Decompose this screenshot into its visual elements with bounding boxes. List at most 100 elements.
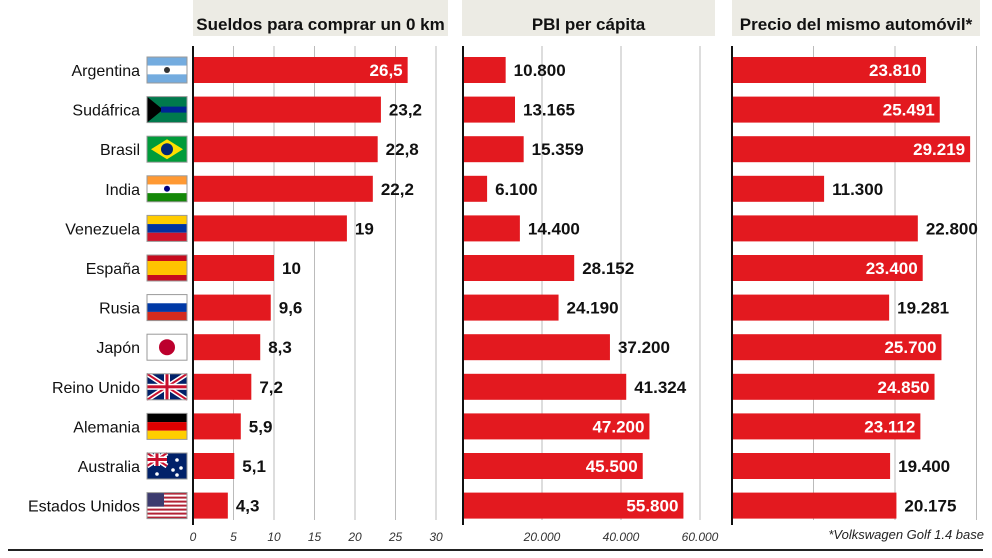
- bar: [733, 413, 921, 440]
- value-label: 22,8: [386, 140, 419, 159]
- bar: [194, 175, 373, 202]
- flag-star: [155, 472, 159, 476]
- value-label: 13.165: [523, 101, 575, 120]
- value-label: 5,1: [242, 457, 266, 476]
- value-label: 19.400: [898, 457, 950, 476]
- flag-stripe: [147, 510, 187, 513]
- value-label: 24.850: [878, 378, 930, 397]
- bar: [733, 373, 935, 400]
- value-label: 10.800: [514, 61, 566, 80]
- header-pbi: PBI per cápita: [462, 0, 715, 36]
- bar: [464, 492, 684, 519]
- value-label: 4,3: [236, 497, 260, 516]
- value-label: 14.400: [528, 219, 580, 238]
- country-label: Argentina: [72, 63, 141, 80]
- value-label: 7,2: [259, 378, 283, 397]
- flag-border: [146, 452, 188, 480]
- value-label: 11.300: [832, 180, 883, 199]
- bar: [733, 255, 923, 281]
- flag-stripe: [147, 193, 187, 202]
- flag-sun: [164, 67, 170, 73]
- tick-label: 25: [388, 530, 403, 544]
- flag-star: [179, 466, 183, 470]
- bar: [733, 492, 897, 519]
- bar: [733, 57, 927, 83]
- bar: [194, 453, 235, 479]
- value-label: 45.500: [586, 457, 638, 476]
- value-label: 19.281: [897, 299, 949, 318]
- country-label: Japón: [96, 340, 140, 357]
- flag-cross: [147, 385, 187, 389]
- bar: [464, 96, 516, 123]
- tick-label: 60.000: [682, 530, 719, 544]
- flag-chakra: [164, 185, 170, 192]
- value-label: 10: [282, 259, 301, 278]
- flag-stripe: [161, 106, 187, 113]
- flag-stripe: [147, 215, 187, 225]
- flag-star: [175, 458, 179, 462]
- header-sueldos: Sueldos para comprar un 0 km: [193, 0, 448, 36]
- value-label: 22,2: [381, 180, 414, 199]
- flag-stripe: [147, 498, 187, 501]
- bar: [464, 413, 650, 440]
- flag-canton: [147, 492, 164, 507]
- bottom-rule: [8, 549, 983, 551]
- flag-border: [146, 412, 188, 440]
- header-precio: Precio del mismo automóvil*: [732, 0, 980, 36]
- value-label: 25.700: [884, 338, 936, 357]
- country-label: Alemania: [73, 419, 140, 436]
- flag-star: [171, 468, 175, 472]
- bar: [194, 334, 261, 361]
- flag-globe: [161, 143, 173, 156]
- value-label: 23.400: [866, 259, 918, 278]
- flag-stripe: [147, 294, 187, 304]
- bar: [194, 413, 241, 440]
- flag-border: [146, 56, 188, 84]
- flag-border: [146, 373, 188, 401]
- flag-border: [146, 175, 188, 203]
- tick-label: 40.000: [603, 530, 640, 544]
- flag-stripe: [147, 224, 187, 233]
- bar: [464, 373, 627, 400]
- value-label: 15.359: [532, 140, 584, 159]
- tick-label: 10: [267, 530, 281, 544]
- bar: [194, 215, 347, 242]
- country-label: Venezuela: [65, 221, 140, 238]
- value-label: 20.175: [904, 497, 956, 516]
- bar: [194, 492, 228, 519]
- value-label: 19: [355, 219, 374, 238]
- country-label: Sudáfrica: [72, 103, 140, 120]
- value-label: 8,3: [268, 338, 292, 357]
- flag-border: [146, 492, 188, 520]
- flag-sun: [159, 339, 175, 356]
- bar: [733, 294, 890, 321]
- bar: [464, 453, 643, 479]
- value-label: 6.100: [495, 180, 538, 199]
- flag-star: [175, 473, 179, 477]
- flag-border: [146, 96, 188, 124]
- flag-stripe: [147, 74, 187, 83]
- value-label: 22.800: [926, 219, 978, 238]
- bar: [194, 373, 252, 400]
- bar: [733, 453, 891, 479]
- tick-label: 20.000: [523, 530, 561, 544]
- flag-stripe: [147, 502, 187, 505]
- bar: [464, 136, 524, 163]
- value-label: 23.112: [864, 417, 915, 436]
- flag-stripe: [147, 494, 187, 497]
- flag-stripe: [147, 311, 187, 321]
- bar: [733, 215, 918, 242]
- bar: [464, 57, 506, 83]
- flag-border: [146, 333, 188, 361]
- country-label: Rusia: [99, 301, 140, 318]
- value-label: 24.190: [567, 299, 619, 318]
- bar: [733, 136, 971, 163]
- flag-stripe: [147, 57, 187, 66]
- value-label: 25.491: [883, 101, 935, 120]
- tick-label: 0: [190, 530, 197, 544]
- tick-label: 15: [308, 530, 322, 544]
- value-label: 47.200: [592, 417, 644, 436]
- flag-stripe: [147, 175, 187, 185]
